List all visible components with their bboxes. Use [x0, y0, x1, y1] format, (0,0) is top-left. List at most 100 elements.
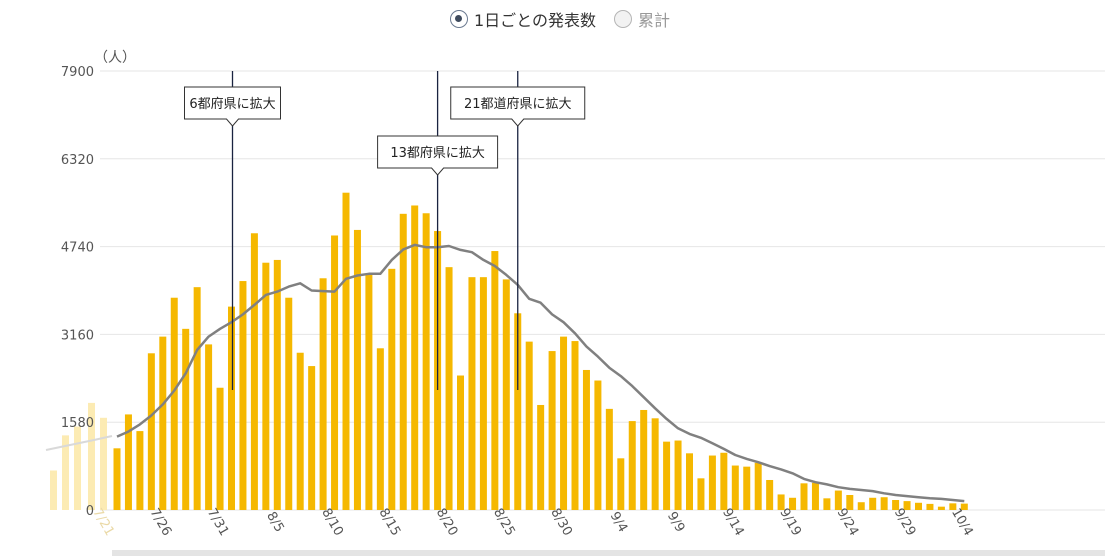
x-tick-label: 7/26 — [147, 506, 175, 539]
data-bar — [594, 380, 602, 510]
data-bar — [823, 498, 831, 510]
data-bar — [800, 483, 808, 510]
data-bar — [834, 490, 842, 510]
data-bar — [811, 482, 819, 510]
annotation-callout — [377, 135, 499, 176]
annotation-label: 13都府県に拡大 — [390, 146, 485, 161]
data-bar — [708, 455, 716, 510]
data-bar — [296, 352, 304, 510]
cumulative-radio[interactable] — [614, 10, 633, 28]
data-bar — [731, 465, 739, 510]
grid — [100, 70, 1105, 511]
annotation-label: 21都道府県に拡大 — [464, 97, 572, 112]
x-tick-label: 9/29 — [891, 506, 919, 539]
faded-bar — [88, 402, 95, 510]
data-bar — [548, 351, 556, 510]
data-bar — [136, 431, 144, 510]
data-bar — [479, 277, 487, 510]
data-bar — [960, 503, 968, 510]
data-bar — [422, 213, 430, 510]
data-bar — [205, 344, 213, 510]
annotation-callout — [450, 86, 586, 127]
data-bar — [445, 267, 453, 510]
daily-radio[interactable] — [450, 10, 468, 28]
data-bar — [411, 205, 419, 510]
x-tick-label: 8/20 — [433, 506, 461, 539]
data-bar — [686, 453, 693, 510]
y-axis-unit-label: （人） — [94, 50, 136, 66]
data-bar — [720, 452, 728, 510]
faded-bar — [100, 417, 107, 510]
data-bar — [697, 478, 705, 510]
x-tick-label: 8/5 — [263, 509, 286, 535]
data-bar — [285, 297, 293, 510]
data-bar — [789, 497, 797, 510]
moving-average-series — [116, 243, 965, 503]
data-bar — [159, 336, 167, 510]
data-bar — [308, 366, 316, 510]
x-tick-label: 8/15 — [376, 506, 404, 539]
y-tick-label: 1580 — [61, 416, 94, 431]
data-bar — [399, 213, 407, 511]
data-bar — [777, 494, 785, 510]
data-bar — [273, 259, 281, 510]
data-bar — [869, 497, 877, 510]
data-bar — [319, 278, 327, 510]
cumulative-option[interactable]: 累計 — [614, 7, 670, 31]
x-tick-label: 8/30 — [547, 506, 575, 539]
data-bar — [915, 502, 922, 510]
data-bar — [388, 268, 396, 510]
data-bar — [743, 466, 751, 510]
data-bar — [525, 341, 533, 510]
data-bar — [926, 503, 934, 510]
data-bar — [537, 404, 545, 510]
data-bar — [239, 281, 247, 510]
annotation-callout — [184, 86, 281, 127]
x-tick-label: 10/4 — [948, 506, 976, 539]
data-bar — [605, 408, 613, 510]
data-bar — [857, 502, 865, 510]
x-tick-label: 7/31 — [204, 506, 232, 539]
data-bar — [846, 494, 854, 510]
data-bar — [937, 506, 945, 510]
annotation-label: 6都府県に拡大 — [189, 97, 275, 112]
cumulative-option-label: 累計 — [638, 11, 671, 30]
view-toggle: 1日ごとの発表数 累計 — [450, 6, 670, 32]
data-bar — [365, 274, 373, 510]
data-bar — [250, 233, 258, 510]
daily-option[interactable]: 1日ごとの発表数 — [450, 7, 596, 31]
moving-average-line — [116, 243, 965, 503]
x-tick-label: 9/19 — [776, 506, 804, 539]
data-bar — [193, 287, 201, 510]
data-bar — [766, 479, 774, 510]
data-bar — [262, 262, 270, 510]
data-bar — [560, 336, 568, 510]
data-bar — [514, 313, 522, 510]
data-bar — [582, 369, 590, 510]
faded-bar — [50, 470, 57, 510]
x-tick-label: 7/21 — [89, 506, 117, 539]
daily-option-label: 1日ごとの発表数 — [474, 11, 597, 30]
x-tick-label: 9/24 — [834, 506, 862, 539]
data-bar — [674, 440, 682, 510]
data-bar — [468, 277, 476, 510]
data-bar — [124, 414, 132, 510]
data-bar — [651, 418, 659, 510]
data-bar — [376, 348, 384, 510]
data-bar — [663, 441, 671, 510]
data-bar — [754, 462, 762, 510]
x-tick-label: 9/9 — [664, 509, 687, 535]
data-bar — [903, 501, 911, 510]
data-bar — [457, 375, 464, 510]
faded-bar — [62, 435, 69, 510]
x-tick-label: 9/4 — [607, 509, 630, 535]
faded-bar — [74, 426, 81, 510]
y-tick-label: 7900 — [61, 65, 94, 80]
annotations: 6都府県に拡大 13都府県に拡大 21都道府県に拡大 — [184, 71, 586, 390]
y-tick-label: 6320 — [61, 153, 94, 168]
data-bar — [353, 229, 361, 510]
data-bar — [502, 279, 510, 510]
data-bar — [571, 341, 579, 510]
horizontal-scrollbar[interactable] — [112, 550, 1105, 556]
data-bar — [628, 421, 636, 510]
